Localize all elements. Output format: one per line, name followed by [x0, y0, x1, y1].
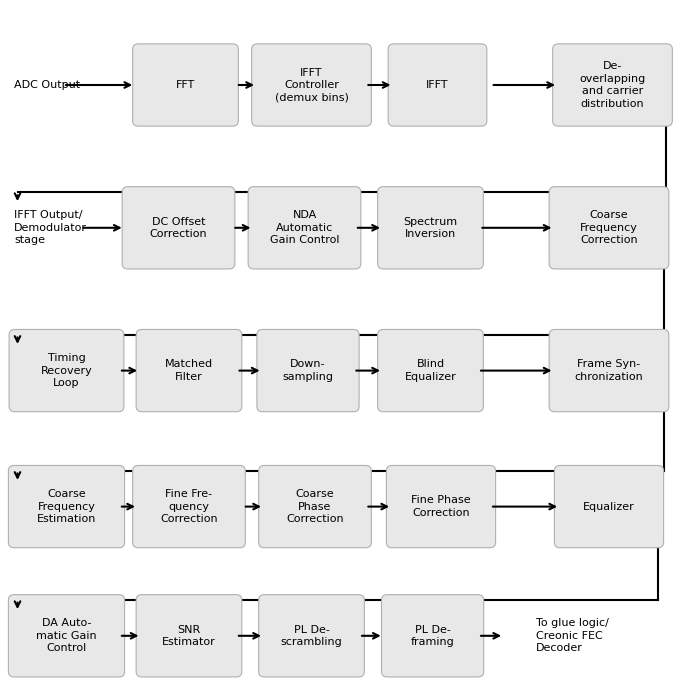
FancyBboxPatch shape: [8, 594, 125, 677]
Text: SNR
Estimator: SNR Estimator: [162, 625, 216, 647]
Text: Matched
Filter: Matched Filter: [165, 360, 213, 381]
Text: PL De-
framing: PL De- framing: [411, 625, 454, 647]
FancyBboxPatch shape: [8, 465, 125, 548]
Text: ADC Output: ADC Output: [14, 80, 80, 90]
Text: Coarse
Phase
Correction: Coarse Phase Correction: [286, 489, 344, 524]
FancyBboxPatch shape: [136, 594, 242, 677]
Text: IFFT: IFFT: [426, 80, 449, 90]
Text: DA Auto-
matic Gain
Control: DA Auto- matic Gain Control: [36, 618, 97, 653]
Text: Fine Fre-
quency
Correction: Fine Fre- quency Correction: [160, 489, 218, 524]
FancyBboxPatch shape: [549, 186, 669, 269]
Text: Equalizer: Equalizer: [583, 502, 635, 511]
FancyBboxPatch shape: [554, 465, 664, 548]
FancyBboxPatch shape: [378, 186, 483, 269]
FancyBboxPatch shape: [258, 594, 364, 677]
FancyBboxPatch shape: [122, 186, 234, 269]
FancyBboxPatch shape: [382, 594, 484, 677]
Text: NDA
Automatic
Gain Control: NDA Automatic Gain Control: [270, 210, 340, 245]
Text: Coarse
Frequency
Estimation: Coarse Frequency Estimation: [37, 489, 96, 524]
Text: De-
overlapping
and carrier
distribution: De- overlapping and carrier distribution: [580, 61, 645, 109]
Text: Down-
sampling: Down- sampling: [283, 360, 333, 381]
FancyBboxPatch shape: [388, 44, 487, 126]
Text: Coarse
Frequency
Correction: Coarse Frequency Correction: [580, 210, 638, 245]
FancyBboxPatch shape: [252, 44, 371, 126]
FancyBboxPatch shape: [553, 44, 672, 126]
Text: FFT: FFT: [176, 80, 195, 90]
Text: To glue logic/
Creonic FEC
Decoder: To glue logic/ Creonic FEC Decoder: [536, 618, 608, 653]
Text: Blind
Equalizer: Blind Equalizer: [405, 360, 456, 381]
Text: IFFT Output/
Demodulator
stage: IFFT Output/ Demodulator stage: [14, 210, 87, 245]
Text: DC Offset
Correction: DC Offset Correction: [150, 217, 207, 239]
FancyBboxPatch shape: [258, 465, 371, 548]
Text: IFFT
Controller
(demux bins): IFFT Controller (demux bins): [274, 67, 349, 103]
FancyBboxPatch shape: [378, 329, 483, 412]
FancyBboxPatch shape: [248, 186, 361, 269]
Text: Spectrum
Inversion: Spectrum Inversion: [403, 217, 458, 239]
Text: PL De-
scrambling: PL De- scrambling: [281, 625, 342, 647]
Text: Timing
Recovery
Loop: Timing Recovery Loop: [41, 353, 92, 388]
FancyBboxPatch shape: [136, 329, 242, 412]
Text: Frame Syn-
chronization: Frame Syn- chronization: [575, 360, 643, 381]
FancyBboxPatch shape: [257, 329, 359, 412]
Text: Fine Phase
Correction: Fine Phase Correction: [411, 496, 471, 517]
FancyBboxPatch shape: [133, 465, 245, 548]
FancyBboxPatch shape: [549, 329, 669, 412]
FancyBboxPatch shape: [386, 465, 496, 548]
FancyBboxPatch shape: [133, 44, 238, 126]
FancyBboxPatch shape: [9, 329, 124, 412]
